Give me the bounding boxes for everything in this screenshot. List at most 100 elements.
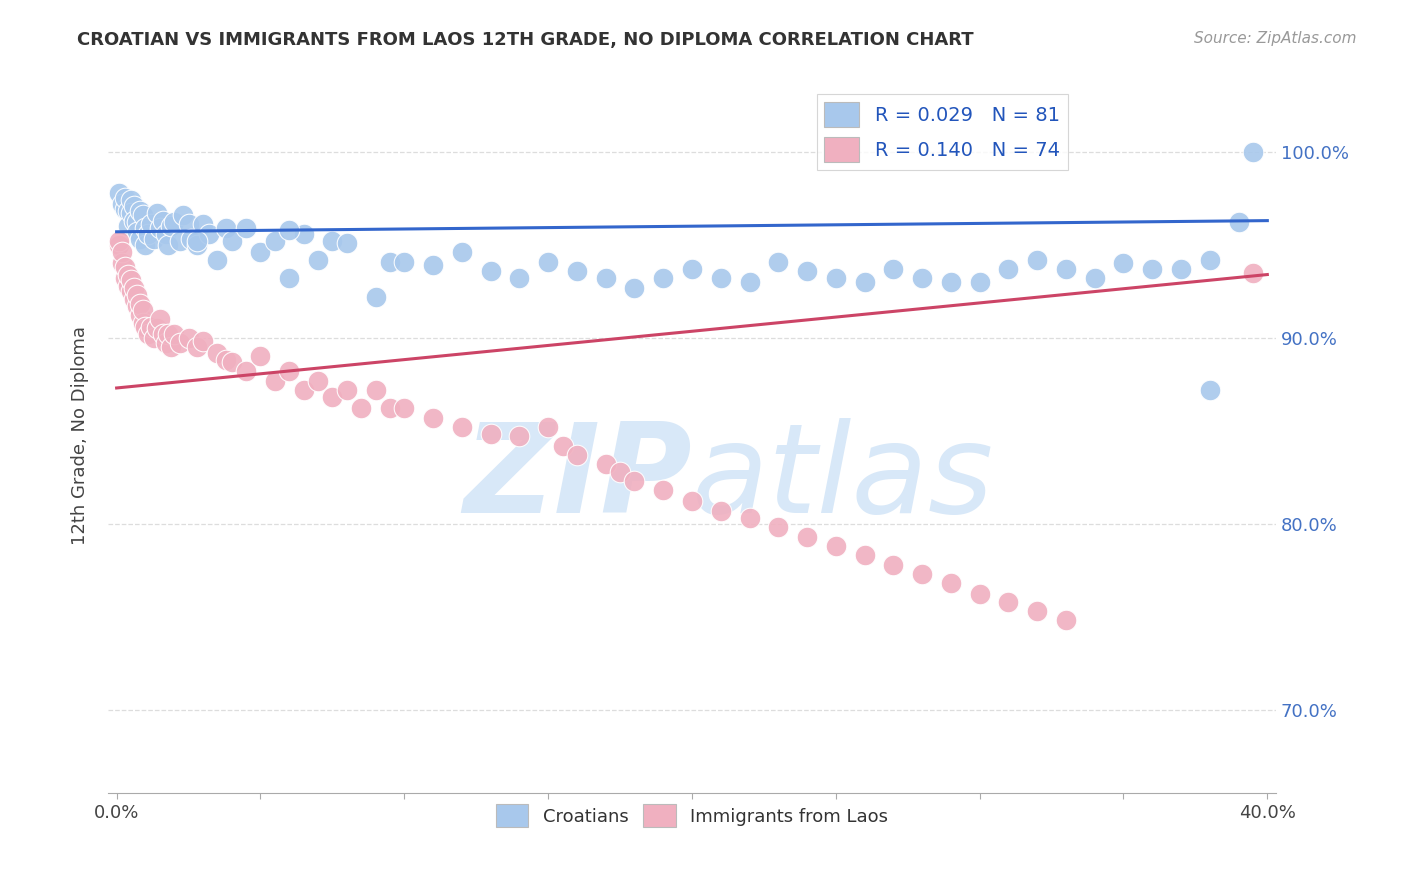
Point <box>169 336 191 351</box>
Point <box>681 262 703 277</box>
Point <box>350 401 373 416</box>
Point <box>117 219 139 234</box>
Point <box>565 448 588 462</box>
Point <box>125 225 148 239</box>
Point <box>278 364 301 378</box>
Point <box>623 280 645 294</box>
Point <box>128 309 150 323</box>
Point <box>163 326 186 341</box>
Point <box>378 401 401 416</box>
Point <box>394 254 416 268</box>
Point <box>128 204 150 219</box>
Point <box>681 494 703 508</box>
Point <box>108 234 131 248</box>
Point <box>146 206 169 220</box>
Point <box>1227 215 1250 229</box>
Point <box>197 227 219 241</box>
Point <box>263 374 285 388</box>
Point <box>796 530 818 544</box>
Point <box>1054 614 1077 628</box>
Point <box>249 245 271 260</box>
Point <box>143 331 166 345</box>
Point <box>1241 266 1264 280</box>
Point <box>1112 256 1135 270</box>
Point <box>160 340 183 354</box>
Point <box>263 234 285 248</box>
Point <box>157 237 180 252</box>
Text: CROATIAN VS IMMIGRANTS FROM LAOS 12TH GRADE, NO DIPLOMA CORRELATION CHART: CROATIAN VS IMMIGRANTS FROM LAOS 12TH GR… <box>77 31 974 49</box>
Point <box>710 271 733 285</box>
Point <box>652 271 675 285</box>
Point <box>114 260 136 274</box>
Point <box>479 264 502 278</box>
Point <box>911 271 934 285</box>
Point <box>364 290 387 304</box>
Point <box>149 221 172 235</box>
Point <box>551 439 574 453</box>
Point <box>321 234 343 248</box>
Point <box>117 204 139 219</box>
Point <box>336 235 359 250</box>
Point <box>1054 262 1077 277</box>
Point <box>134 221 156 235</box>
Point <box>1084 271 1107 285</box>
Point <box>152 326 174 341</box>
Point <box>163 215 186 229</box>
Point <box>321 390 343 404</box>
Point <box>422 258 444 272</box>
Point <box>215 221 238 235</box>
Point <box>191 334 214 349</box>
Point <box>595 457 617 471</box>
Point <box>235 221 257 235</box>
Point <box>125 299 148 313</box>
Point <box>1198 383 1220 397</box>
Point <box>177 331 200 345</box>
Point <box>120 206 142 220</box>
Point <box>136 326 159 341</box>
Point <box>307 374 329 388</box>
Point <box>191 218 214 232</box>
Point <box>1170 262 1192 277</box>
Point <box>139 319 162 334</box>
Point <box>394 401 416 416</box>
Text: Source: ZipAtlas.com: Source: ZipAtlas.com <box>1194 31 1357 46</box>
Point <box>114 191 136 205</box>
Point <box>215 353 238 368</box>
Point <box>939 275 962 289</box>
Point <box>152 213 174 227</box>
Point <box>292 383 315 397</box>
Point <box>307 252 329 267</box>
Point <box>221 355 243 369</box>
Point <box>122 213 145 227</box>
Point <box>120 285 142 299</box>
Point <box>111 256 134 270</box>
Point <box>207 252 229 267</box>
Point <box>738 511 761 525</box>
Point <box>186 237 208 252</box>
Point <box>278 223 301 237</box>
Point <box>169 234 191 248</box>
Point <box>134 237 156 252</box>
Point <box>623 474 645 488</box>
Point <box>146 321 169 335</box>
Point <box>186 234 208 248</box>
Point <box>450 245 472 260</box>
Point <box>117 278 139 293</box>
Point <box>128 232 150 246</box>
Point <box>128 297 150 311</box>
Point <box>565 264 588 278</box>
Point <box>969 275 991 289</box>
Text: atlas: atlas <box>692 417 994 539</box>
Point <box>824 271 846 285</box>
Point <box>155 227 177 241</box>
Point <box>422 410 444 425</box>
Point <box>180 232 202 246</box>
Point <box>768 520 790 534</box>
Point <box>114 202 136 217</box>
Point <box>207 345 229 359</box>
Point <box>479 427 502 442</box>
Point <box>364 383 387 397</box>
Point <box>882 558 904 572</box>
Point <box>796 264 818 278</box>
Point <box>125 288 148 302</box>
